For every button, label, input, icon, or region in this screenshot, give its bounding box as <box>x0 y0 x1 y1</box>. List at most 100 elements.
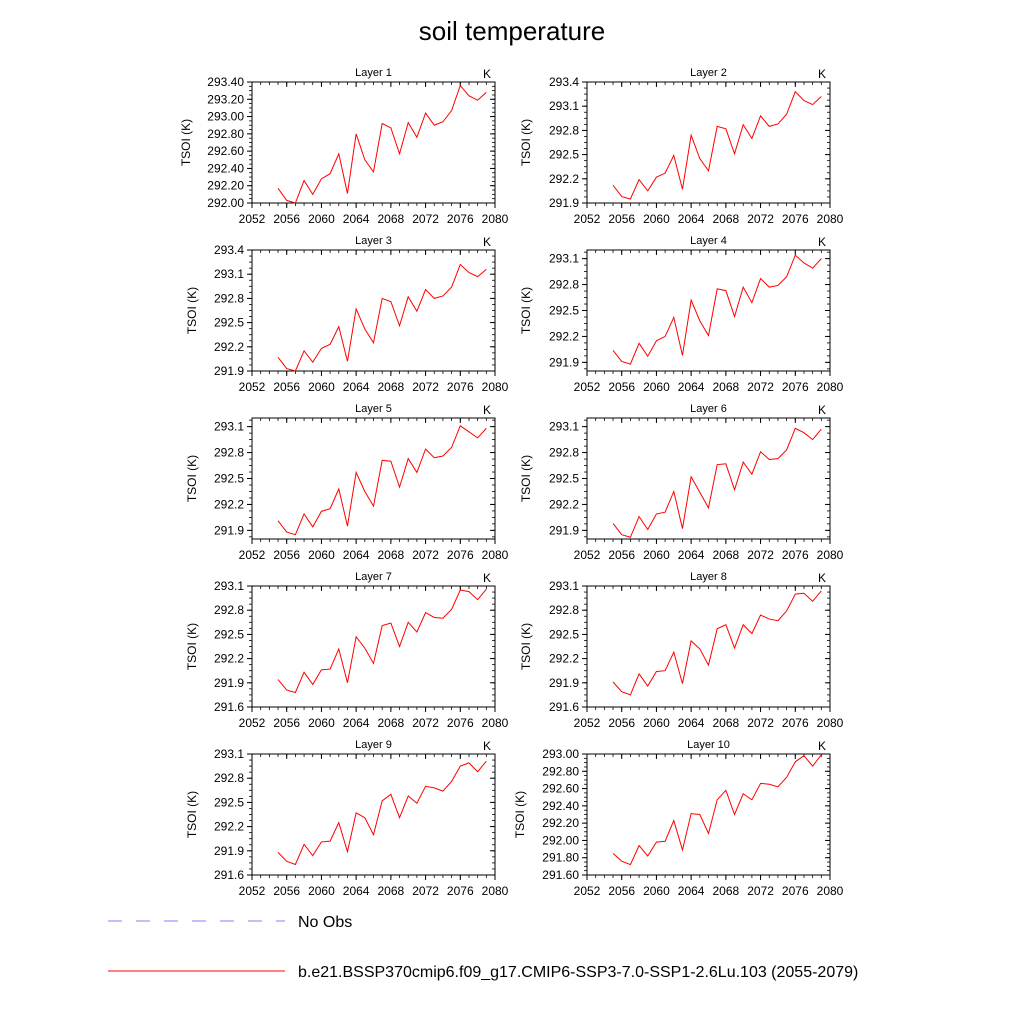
panel-frame <box>586 753 831 876</box>
x-tick-label: 2060 <box>643 884 670 898</box>
x-tick-label: 2072 <box>747 380 774 394</box>
x-tick-label: 2072 <box>412 884 439 898</box>
y-axis-label: TSOI (K) <box>185 455 199 502</box>
legend: No Obs b.e21.BSSP370cmip6.f09_g17.CMIP6-S… <box>108 914 858 981</box>
x-tick-label: 2052 <box>239 548 266 562</box>
x-tick-label: 2076 <box>447 380 474 394</box>
panel-title: Layer 10 <box>687 739 730 751</box>
y-tick-label: 291.6 <box>214 700 244 714</box>
x-tick-label: 2068 <box>713 716 740 730</box>
units-label: K <box>483 571 491 585</box>
series-line <box>277 84 487 204</box>
x-tick-label: 2060 <box>643 380 670 394</box>
x-tick-label: 2080 <box>482 548 509 562</box>
units-label: K <box>818 235 826 249</box>
panel-title: Layer 4 <box>690 235 727 247</box>
x-tick-label: 2072 <box>747 716 774 730</box>
panel-frame <box>251 417 496 540</box>
x-tick-label: 2068 <box>378 716 405 730</box>
x-tick-label: 2052 <box>574 380 601 394</box>
x-tick-label: 2060 <box>308 380 335 394</box>
panel-frame <box>586 585 831 708</box>
y-tick-label: 292.5 <box>214 472 244 486</box>
x-tick-label: 2068 <box>378 884 405 898</box>
x-tick-label: 2068 <box>713 212 740 226</box>
panel-frame <box>251 81 496 204</box>
x-tick-label: 2072 <box>747 212 774 226</box>
panel-layer-3: Layer 3 K 291.9 292.2 292.5 292.8 293.1 293.4 20… <box>185 235 509 394</box>
panel-frame <box>586 417 831 540</box>
panel-title: Layer 5 <box>355 403 392 415</box>
x-tick-label: 2052 <box>239 380 266 394</box>
legend-label-1: No Obs <box>298 914 352 931</box>
y-tick-label: 292.2 <box>549 497 579 511</box>
x-tick-label: 2072 <box>412 212 439 226</box>
y-tick-label: 292.80 <box>542 764 579 778</box>
x-tick-label: 2052 <box>574 548 601 562</box>
x-tick-label: 2068 <box>713 380 740 394</box>
y-tick-label: 292.8 <box>214 446 244 460</box>
x-tick-label: 2064 <box>678 380 705 394</box>
y-tick-label: 291.9 <box>549 355 579 369</box>
x-tick-label: 2080 <box>817 212 844 226</box>
y-tick-label: 293.1 <box>214 420 244 434</box>
panel-title: Layer 3 <box>355 235 392 247</box>
y-axis-label: TSOI (K) <box>519 623 533 670</box>
series-line <box>277 760 487 866</box>
y-tick-label: 292.2 <box>214 497 244 511</box>
y-tick-label: 291.9 <box>549 196 579 210</box>
units-label: K <box>818 67 826 81</box>
y-tick-label: 292.8 <box>549 446 579 460</box>
x-tick-label: 2060 <box>643 548 670 562</box>
x-tick-label: 2072 <box>747 548 774 562</box>
x-tick-label: 2060 <box>308 716 335 730</box>
panel-frame <box>251 753 496 876</box>
y-tick-label: 293.00 <box>542 747 579 761</box>
y-tick-label: 292.60 <box>542 782 579 796</box>
panel-layer-4: Layer 4 K 291.9 292.2 292.5 292.8 293.1 2052 205… <box>519 235 844 394</box>
y-tick-label: 293.4 <box>214 243 244 257</box>
units-label: K <box>818 403 826 417</box>
y-tick-label: 292.5 <box>549 304 579 318</box>
x-tick-label: 2060 <box>308 884 335 898</box>
y-tick-label: 292.5 <box>214 627 244 641</box>
series-line <box>612 90 822 200</box>
x-tick-label: 2080 <box>817 716 844 730</box>
y-tick-label: 292.5 <box>214 316 244 330</box>
y-tick-label: 292.00 <box>542 833 579 847</box>
y-tick-label: 292.5 <box>214 795 244 809</box>
panel-title: Layer 9 <box>355 739 392 751</box>
x-tick-label: 2080 <box>482 716 509 730</box>
panel-layer-10: Layer 10 K 291.60 291.80 292.00 292.20 292.40 2… <box>513 739 844 898</box>
y-tick-label: 292.5 <box>549 472 579 486</box>
x-tick-label: 2056 <box>273 212 300 226</box>
x-tick-label: 2052 <box>574 716 601 730</box>
series-line <box>277 263 487 372</box>
x-tick-label: 2080 <box>482 212 509 226</box>
y-tick-label: 291.9 <box>214 844 244 858</box>
y-tick-label: 292.2 <box>549 329 579 343</box>
x-tick-label: 2076 <box>782 716 809 730</box>
panel-frame <box>586 249 831 372</box>
x-tick-label: 2076 <box>447 716 474 730</box>
y-tick-label: 293.4 <box>549 75 579 89</box>
x-tick-label: 2076 <box>782 548 809 562</box>
x-tick-label: 2060 <box>643 716 670 730</box>
x-tick-label: 2076 <box>782 380 809 394</box>
series-line <box>277 425 487 536</box>
panel-layer-1: Layer 1 K 292.00 292.20 292.40 292.60 292.80 29… <box>179 67 509 226</box>
x-tick-label: 2080 <box>482 884 509 898</box>
units-label: K <box>818 739 826 753</box>
y-tick-label: 292.2 <box>549 172 579 186</box>
y-tick-label: 293.1 <box>549 420 579 434</box>
x-tick-label: 2056 <box>608 548 635 562</box>
y-tick-label: 293.1 <box>549 579 579 593</box>
y-tick-label: 291.80 <box>542 851 579 865</box>
panel-layer-7: Layer 7 K 291.6 291.9 292.2 292.5 292.8 293.1 20… <box>185 571 509 730</box>
legend-label-2: b.e21.BSSP370cmip6.f09_g17.CMIP6-SSP3-7.… <box>298 964 858 981</box>
x-tick-label: 2056 <box>273 716 300 730</box>
x-tick-label: 2052 <box>574 884 601 898</box>
y-axis-label: TSOI (K) <box>185 791 199 838</box>
y-axis-label: TSOI (K) <box>185 287 199 334</box>
y-tick-label: 292.8 <box>549 603 579 617</box>
